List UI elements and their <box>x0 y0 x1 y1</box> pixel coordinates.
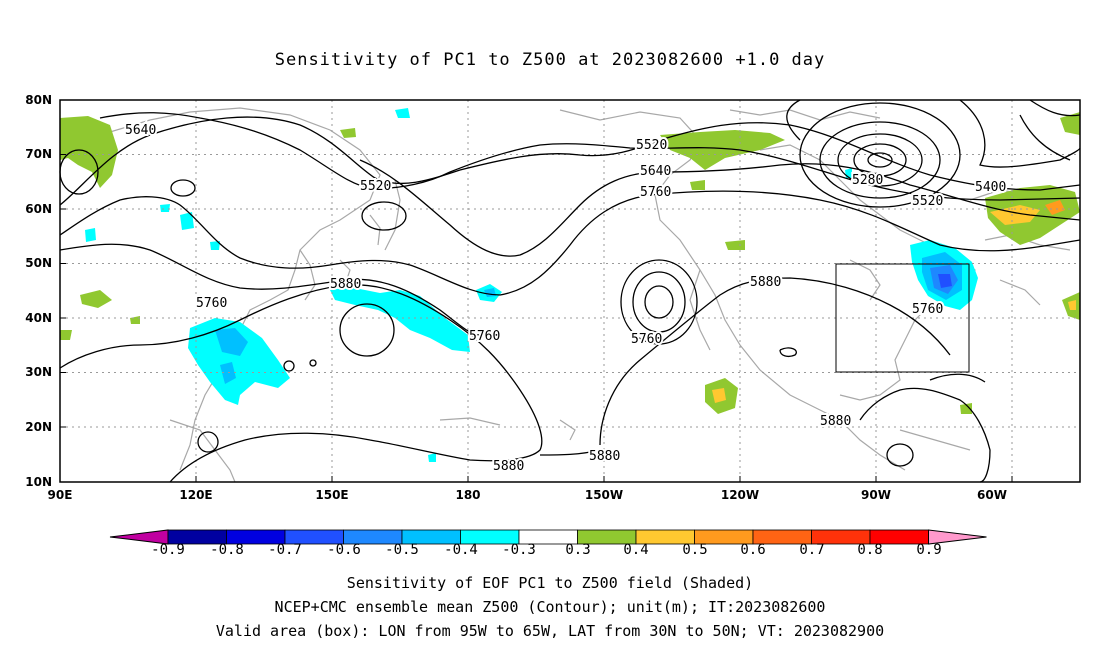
caption-valid-area: Valid area (box): LON from 95W to 65W, L… <box>0 622 1100 640</box>
colorbar-label: 0.8 <box>845 542 895 558</box>
colorbar-label: -0.8 <box>202 542 252 558</box>
colorbar-label: 0.3 <box>553 542 603 558</box>
colorbar-label: -0.9 <box>143 542 193 558</box>
colorbar-label: 0.9 <box>904 542 954 558</box>
colorbar-label: -0.7 <box>260 542 310 558</box>
colorbar-label: 0.4 <box>611 542 661 558</box>
colorbar-label: 0.5 <box>670 542 720 558</box>
colorbar-label: -0.4 <box>436 542 486 558</box>
colorbar-label: -0.6 <box>319 542 369 558</box>
caption-shaded: Sensitivity of EOF PC1 to Z500 field (Sh… <box>0 574 1100 592</box>
colorbar-label: -0.5 <box>377 542 427 558</box>
colorbar-label: 0.7 <box>787 542 837 558</box>
caption-contour: NCEP+CMC ensemble mean Z500 (Contour); u… <box>0 598 1100 616</box>
colorbar-label: -0.3 <box>494 542 544 558</box>
colorbar-label: 0.6 <box>728 542 778 558</box>
